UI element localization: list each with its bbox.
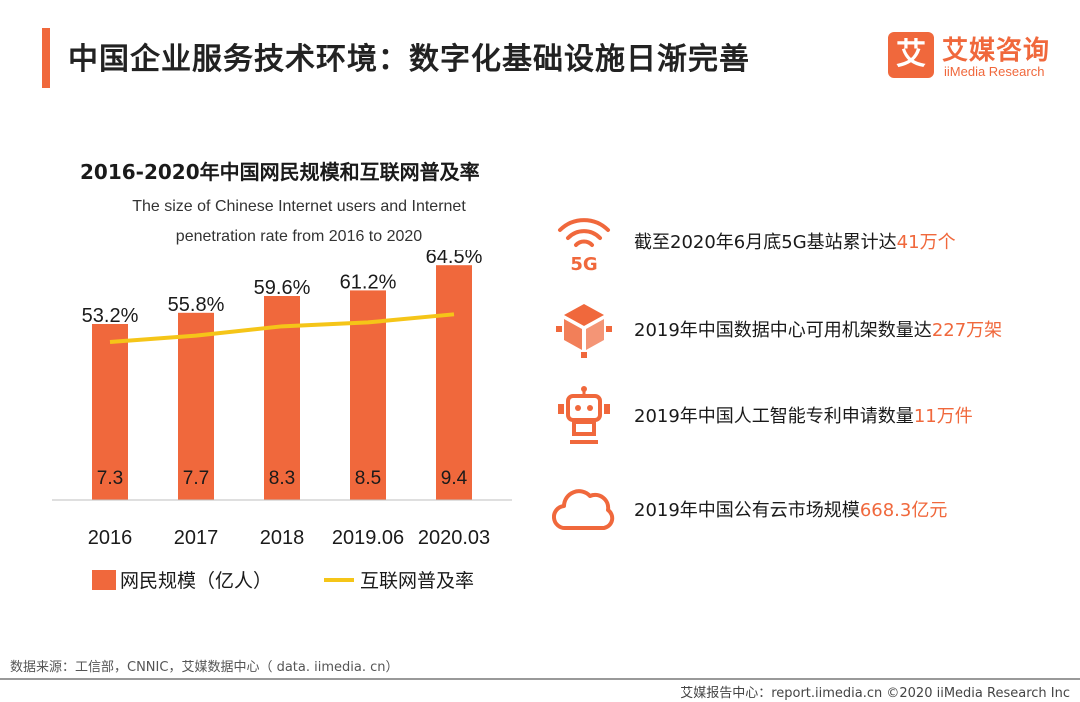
bar-2020.03 — [436, 265, 472, 500]
bar-value-label: 8.3 — [269, 468, 295, 489]
robot-icon — [558, 386, 610, 444]
x-tick-label: 2018 — [260, 527, 305, 549]
bar-2018 — [264, 296, 300, 500]
brand-logo: 艾 艾媒咨询 iiMedia Research — [888, 28, 1068, 84]
fact-highlight: 41万个 — [896, 232, 956, 253]
rate-label: 64.5% — [426, 250, 483, 268]
x-tick-label: 2019.06 — [332, 527, 404, 549]
rate-label: 59.6% — [254, 277, 311, 299]
fact-text-data-center: 2019年中国数据中心可用机架数量达227万架 — [634, 320, 1003, 341]
bar-value-label: 8.5 — [355, 468, 381, 489]
bar-value-label: 7.3 — [97, 468, 123, 489]
brand-name-cn: 艾媒咨询 — [942, 36, 1051, 66]
fact-text-cloud: 2019年中国公有云市场规模668.3亿元 — [634, 500, 948, 521]
bar-line-chart: 7.3 53.2% 2016 7.7 55.8% 2017 8.3 59.6% 2018 8.5 6… — [52, 250, 512, 549]
title-accent-bar — [42, 28, 50, 88]
rate-label: 53.2% — [82, 305, 139, 327]
fact-text-ai: 2019年中国人工智能专利申请数量11万件 — [634, 406, 973, 427]
fact-item-ai: 2019年中国人工智能专利申请数量11万件 — [552, 386, 1072, 446]
svg-text:5G: 5G — [570, 254, 597, 272]
fact-highlight: 227万架 — [931, 320, 1003, 341]
data-source-note: 数据来源：工信部，CNNIC，艾媒数据中心（ data. iimedia. cn… — [10, 660, 399, 675]
rate-label: 55.8% — [168, 294, 225, 316]
legend-swatch-bar — [92, 570, 116, 590]
x-tick-label: 2020.03 — [418, 527, 490, 549]
legend-swatch-line — [324, 578, 354, 582]
line-penetration-rate — [109, 312, 455, 344]
brand-name-en: iiMedia Research — [944, 64, 1045, 79]
fact-highlight: 668.3亿元 — [859, 500, 948, 521]
footer-credit: 艾媒报告中心：report.iimedia.cn ©2020 iiMedia R… — [680, 686, 1070, 701]
bar-value-label: 7.7 — [183, 468, 209, 489]
page-title: 中国企业服务技术环境：数字化基础设施日渐完善 — [68, 42, 750, 77]
legend-label-bar: 网民规模（亿人） — [120, 570, 273, 592]
fact-item-5g: 5G 截至2020年6月底5G基站累计达41万个 — [552, 212, 1072, 272]
5g-signal-icon: 5G — [558, 218, 610, 272]
bar-2017 — [178, 312, 214, 500]
x-tick-label: 2017 — [174, 527, 219, 549]
fact-item-data-center: 2019年中国数据中心可用机架数量达227万架 — [552, 300, 1072, 360]
legend-label-line: 互联网普及率 — [360, 570, 475, 592]
footer-divider — [0, 678, 1080, 680]
fact-highlight: 11万件 — [913, 406, 973, 427]
cloud-icon — [552, 489, 615, 531]
bar-2019.06 — [350, 290, 386, 500]
bar-value-label: 9.4 — [441, 468, 468, 489]
fact-text-5g: 截至2020年6月底5G基站累计达41万个 — [634, 232, 956, 253]
chart-subtitle: The size of Chinese Internet users and I… — [84, 192, 514, 252]
bar-2016 — [92, 324, 128, 500]
chart-subtitle-line-1: The size of Chinese Internet users and I… — [132, 198, 466, 215]
x-tick-label: 2016 — [88, 527, 133, 549]
brand-mark-icon: 艾 — [888, 32, 934, 78]
chart-title: 2016-2020年中国网民规模和互联网普及率 — [80, 160, 480, 184]
rate-label: 61.2% — [340, 271, 397, 293]
fact-item-cloud: 2019年中国公有云市场规模668.3亿元 — [552, 480, 1072, 540]
data-cube-icon — [556, 304, 612, 358]
chart-subtitle-line-2: penetration rate from 2016 to 2020 — [175, 228, 423, 245]
